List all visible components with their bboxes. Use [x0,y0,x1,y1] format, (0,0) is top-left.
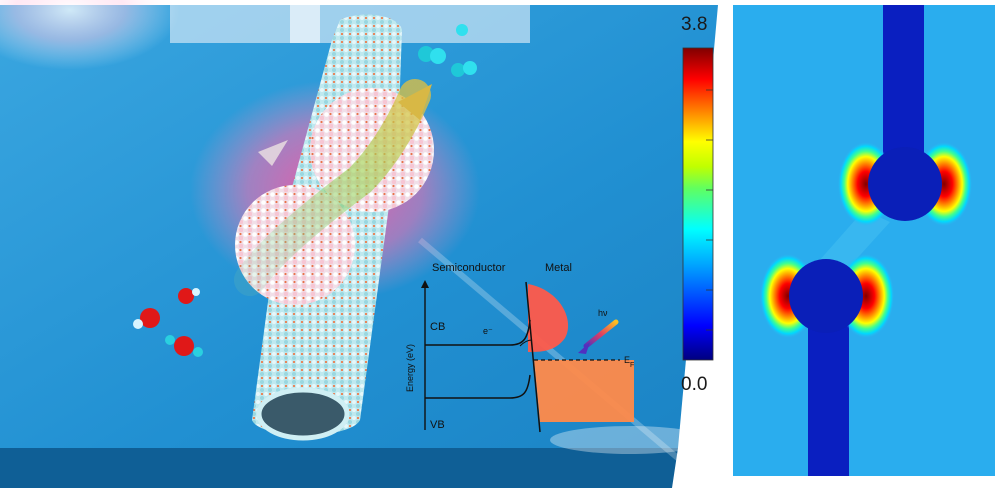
fermi-label: EF [624,355,634,369]
nanowire-bridge [818,210,890,275]
molecules-h2o [133,288,203,357]
valence-band [425,374,531,399]
colorbar: 3.8 0.0 [681,14,714,395]
vb-label: VB [430,419,445,431]
nanotube-opening [256,387,350,441]
particle-upper [868,147,942,221]
colorbar-min-label: 0.0 [681,374,707,395]
electron-label: e⁻ [483,326,493,336]
photon-arrow [583,319,619,349]
molecules-h2 [418,24,477,77]
metal-label: Metal [545,262,572,274]
field-map [733,5,995,476]
colorbar-gradient [682,47,714,361]
metal-electron-distribution [528,284,569,352]
interface-line [525,281,541,433]
photon-label: hν [598,308,608,318]
semiconductor-label: Semiconductor [432,262,506,274]
energy-axis-label: Energy (eV) [405,344,415,392]
nanowire-lower [808,318,849,476]
colorbar-max-label: 3.8 [681,14,707,35]
cb-label: CB [430,321,445,333]
substrate-side [0,448,678,488]
energy-flow-arrowhead [398,84,432,120]
particle-lower [789,259,863,333]
triangle-marker [258,140,288,166]
nanotube-structure [234,14,434,441]
electron-transfer-arrow [519,339,533,347]
metal-region [534,360,634,422]
nanowire-upper [883,5,924,165]
band-diagram: Semiconductor Metal Energy (eV) CB VB e⁻… [405,262,634,433]
colorbar-ticks [706,89,713,331]
